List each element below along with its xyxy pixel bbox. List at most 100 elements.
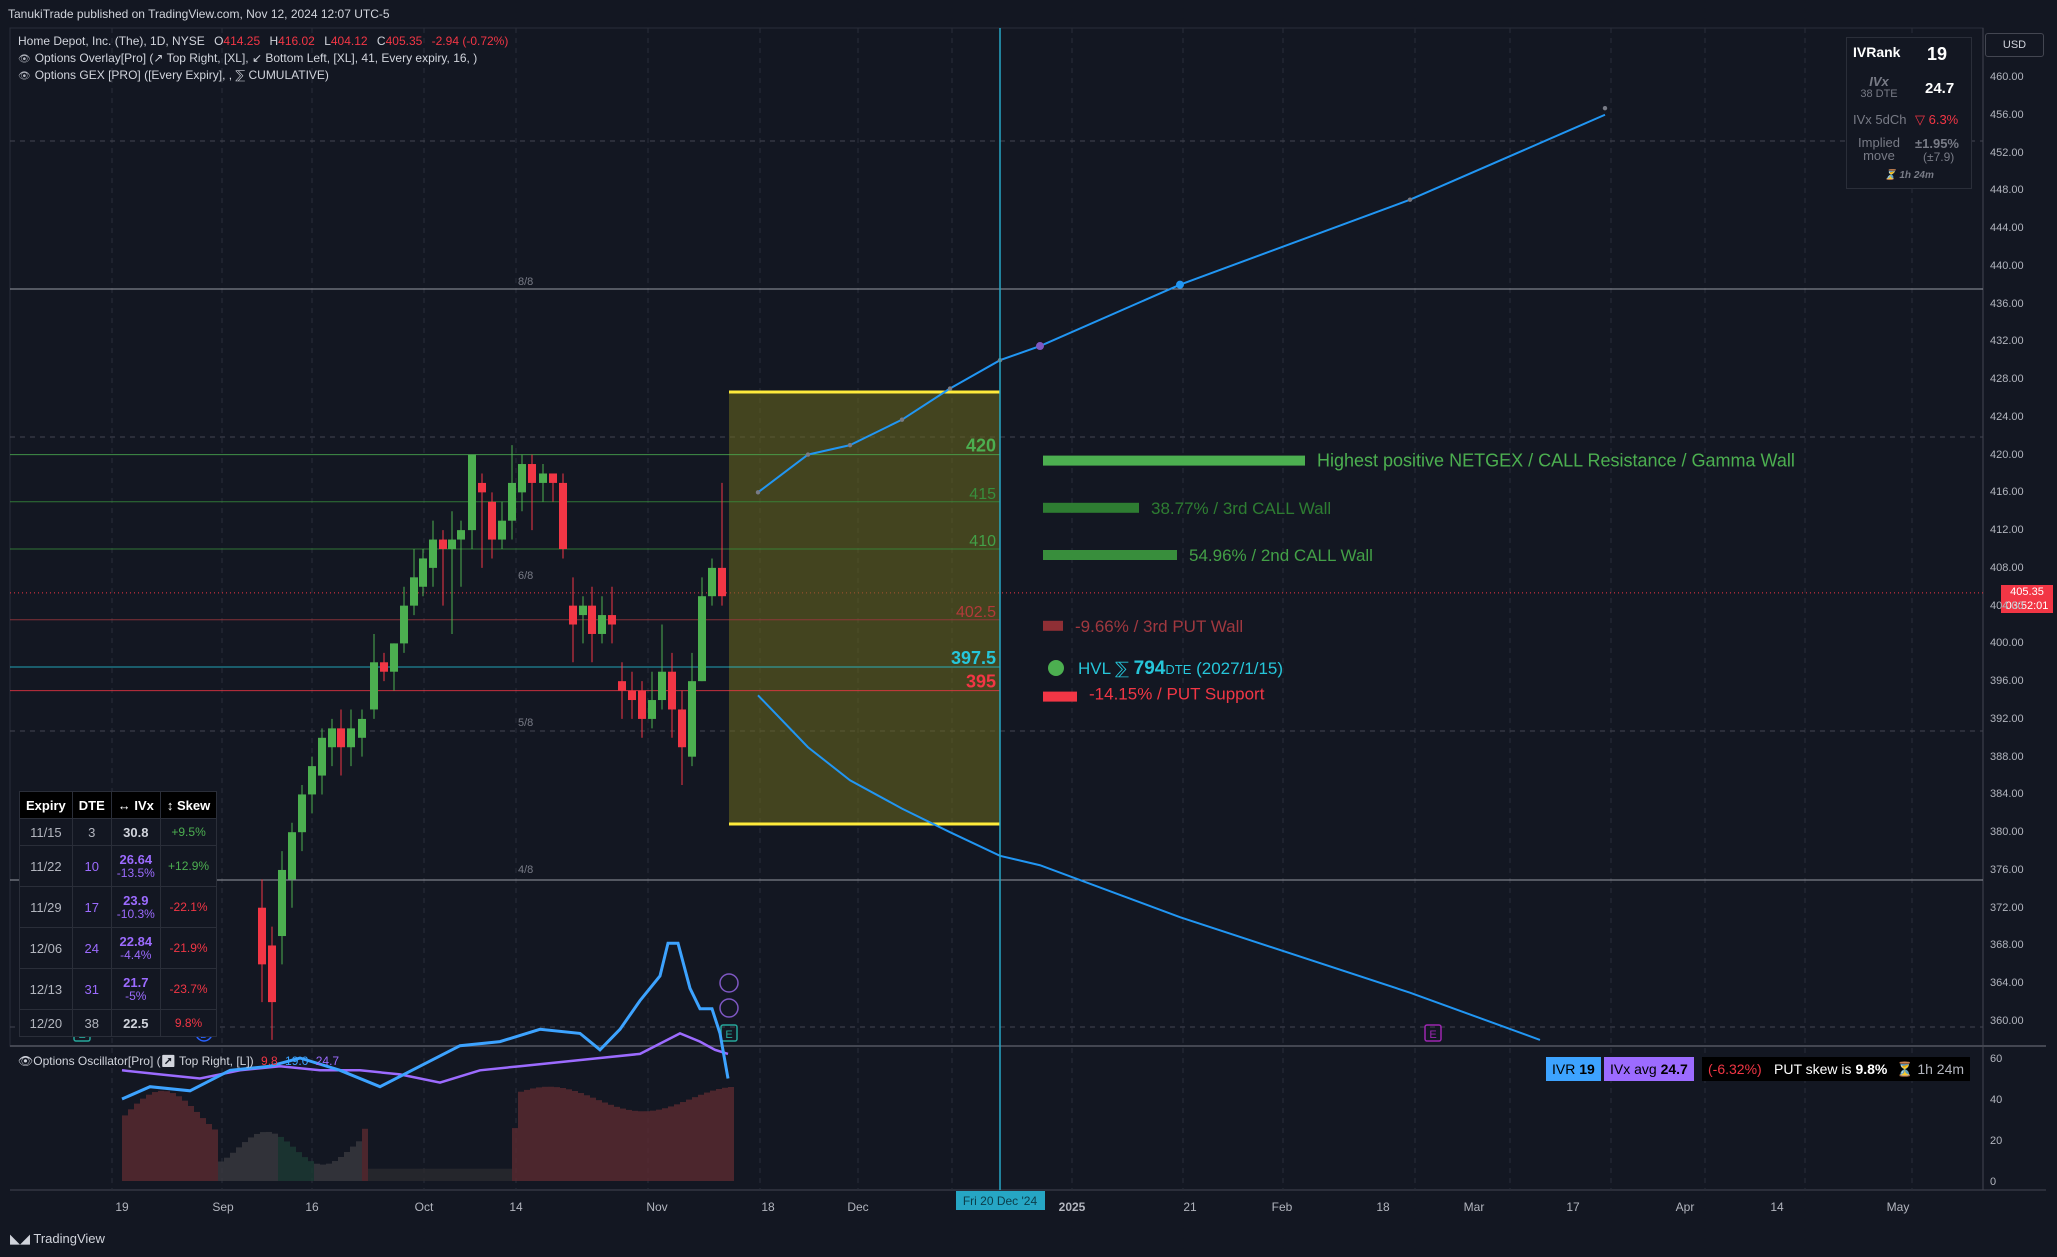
low-value: 404.12 bbox=[330, 34, 368, 48]
currency-selector[interactable]: USD bbox=[1985, 33, 2044, 57]
indicator-label: Options GEX [PRO] ([Every Expiry], , ⅀ C… bbox=[34, 68, 329, 82]
candle-body bbox=[268, 945, 276, 1003]
candle-body bbox=[328, 728, 336, 748]
time-axis-label: 19 bbox=[115, 1200, 129, 1214]
strike-label: 420 bbox=[966, 436, 996, 456]
candle-body bbox=[498, 520, 506, 540]
eye-icon[interactable]: 👁 bbox=[18, 54, 31, 65]
oscillator-histogram-bar bbox=[338, 1156, 344, 1181]
oscillator-histogram-bar bbox=[452, 1168, 458, 1181]
price-axis-label: 424.00 bbox=[1990, 410, 2024, 423]
murrey-label: 5/8 bbox=[518, 717, 533, 729]
dte-cell: 17 bbox=[71, 886, 112, 928]
oscillator-axis-label: 60 bbox=[1990, 1053, 2003, 1065]
indicator-legend-gex[interactable]: 👁 Options GEX [PRO] ([Every Expiry], , ⅀ … bbox=[18, 68, 329, 82]
gex-bar bbox=[1043, 691, 1077, 702]
tradingview-logo[interactable]: ◣◢ TradingView bbox=[10, 1231, 105, 1247]
candle-body bbox=[400, 605, 408, 644]
price-axis-label: 416.00 bbox=[1990, 486, 2024, 499]
oscillator-histogram-bar bbox=[596, 1100, 602, 1181]
oscillator-histogram-bar bbox=[230, 1152, 236, 1181]
candle-body bbox=[628, 690, 636, 701]
candle-body bbox=[288, 832, 296, 880]
price-axis-label: 436.00 bbox=[1990, 297, 2024, 310]
skew-label: PUT skew is bbox=[1774, 1061, 1852, 1077]
symbol-legend[interactable]: Home Depot, Inc. (The), 1D, NYSE O414.25… bbox=[18, 34, 508, 48]
oscillator-histogram-bar bbox=[464, 1168, 470, 1181]
price-axis-label: 400.00 bbox=[1990, 637, 2024, 650]
price-axis-label: 448.00 bbox=[1990, 184, 2024, 197]
murrey-label: 6/8 bbox=[518, 570, 533, 582]
col-expiry: Expiry bbox=[19, 791, 73, 819]
oscillator-histogram-bar bbox=[470, 1168, 476, 1181]
oscillator-histogram-bar bbox=[698, 1094, 704, 1181]
time-axis-label: Oct bbox=[414, 1200, 434, 1214]
symbol-name: Home Depot, Inc. (The), 1D, NYSE bbox=[18, 34, 205, 48]
ivrank-value: 19 bbox=[1927, 44, 1948, 64]
candle-body bbox=[478, 482, 486, 493]
oscillator-histogram-bar bbox=[398, 1168, 404, 1181]
event-mark-icon bbox=[1424, 1024, 1442, 1042]
timer: ⏳ 1h 24m bbox=[1884, 170, 1934, 181]
table-row: 11/22 10 26.64 -13.5% +12.9% bbox=[19, 845, 218, 887]
oscillator-histogram-bar bbox=[716, 1088, 722, 1181]
oscillator-histogram-bar bbox=[224, 1157, 230, 1181]
oscillator-histogram-bar bbox=[584, 1095, 590, 1181]
expiry-marker bbox=[1176, 280, 1184, 289]
oscillator-histogram-bar bbox=[248, 1137, 254, 1181]
oscillator-histogram-bar bbox=[674, 1104, 680, 1181]
oscillator-histogram-bar bbox=[182, 1100, 188, 1181]
candle-body bbox=[638, 690, 646, 719]
oscillator-histogram-bar bbox=[560, 1087, 566, 1181]
oscillator-histogram-bar bbox=[140, 1098, 146, 1181]
oscillator-histogram-bar bbox=[602, 1102, 608, 1181]
upper-expected-move-line bbox=[757, 113, 1606, 494]
col-ivx: ↔ IVx bbox=[110, 791, 161, 819]
skew-cell: -23.7% bbox=[159, 968, 218, 1010]
oscillator-histogram-bar bbox=[530, 1088, 536, 1181]
price-axis-label: 360.00 bbox=[1990, 1015, 2024, 1027]
expiry-cell: 12/13 bbox=[19, 968, 73, 1010]
price-axis-label: 452.00 bbox=[1990, 146, 2024, 159]
hvl-dot bbox=[1048, 660, 1064, 676]
lower-expected-move-line bbox=[757, 694, 1541, 1041]
skew-cell: -21.9% bbox=[159, 927, 218, 969]
indicator-legend-overlay[interactable]: 👁 Options Overlay[Pro] (↗ Top Right, [XL]… bbox=[18, 51, 477, 65]
oscillator-legend[interactable]: 👁Options Oscillator[Pro] (↗ Top Right, [… bbox=[18, 1054, 339, 1068]
eye-icon[interactable]: 👁 bbox=[18, 1054, 34, 1068]
oscillator-histogram-bar bbox=[626, 1109, 632, 1181]
strike-label: 415 bbox=[969, 486, 996, 503]
time-axis-label: Feb bbox=[1271, 1200, 1293, 1214]
oscillator-histogram-bar bbox=[476, 1168, 482, 1181]
oscillator-histogram-bar bbox=[590, 1097, 596, 1181]
oscillator-histogram-bar bbox=[368, 1168, 374, 1181]
high-label: H bbox=[269, 34, 279, 48]
candle-body bbox=[718, 567, 726, 597]
eye-icon[interactable]: 👁 bbox=[18, 71, 31, 82]
candle-body bbox=[549, 473, 557, 483]
time-axis-label: Mar bbox=[1463, 1200, 1485, 1214]
price-axis-label: 444.00 bbox=[1990, 222, 2024, 235]
oscillator-histogram-bar bbox=[128, 1109, 134, 1181]
candle-body bbox=[688, 681, 696, 757]
oscillator-histogram-bar bbox=[404, 1168, 410, 1181]
close-value: 405.35 bbox=[385, 34, 423, 48]
price-axis-label: 388.00 bbox=[1990, 750, 2024, 763]
oscillator-histogram-bar bbox=[482, 1168, 488, 1181]
expiry-cell: 11/29 bbox=[19, 886, 73, 928]
oscillator-histogram-bar bbox=[314, 1163, 320, 1181]
dte-cell: 24 bbox=[71, 927, 112, 969]
indicator-label: Options Overlay[Pro] (↗ Top Right, [XL],… bbox=[34, 51, 478, 65]
expiry-marker bbox=[1407, 197, 1413, 202]
candle-body bbox=[648, 700, 656, 719]
strike-label: 395 bbox=[966, 672, 996, 692]
oscillator-name: Options Oscillator[Pro] (↗ Top Right, [L… bbox=[33, 1054, 254, 1068]
candle-body bbox=[569, 605, 577, 625]
price-axis-label: 408.00 bbox=[1990, 561, 2024, 574]
price-axis-label: 420.00 bbox=[1990, 448, 2024, 461]
expiry-cell: 11/22 bbox=[19, 845, 73, 887]
oscillator-histogram-bar bbox=[572, 1091, 578, 1181]
col-skew: ↕ Skew bbox=[159, 791, 218, 819]
oscillator-histogram-bar bbox=[416, 1168, 422, 1181]
